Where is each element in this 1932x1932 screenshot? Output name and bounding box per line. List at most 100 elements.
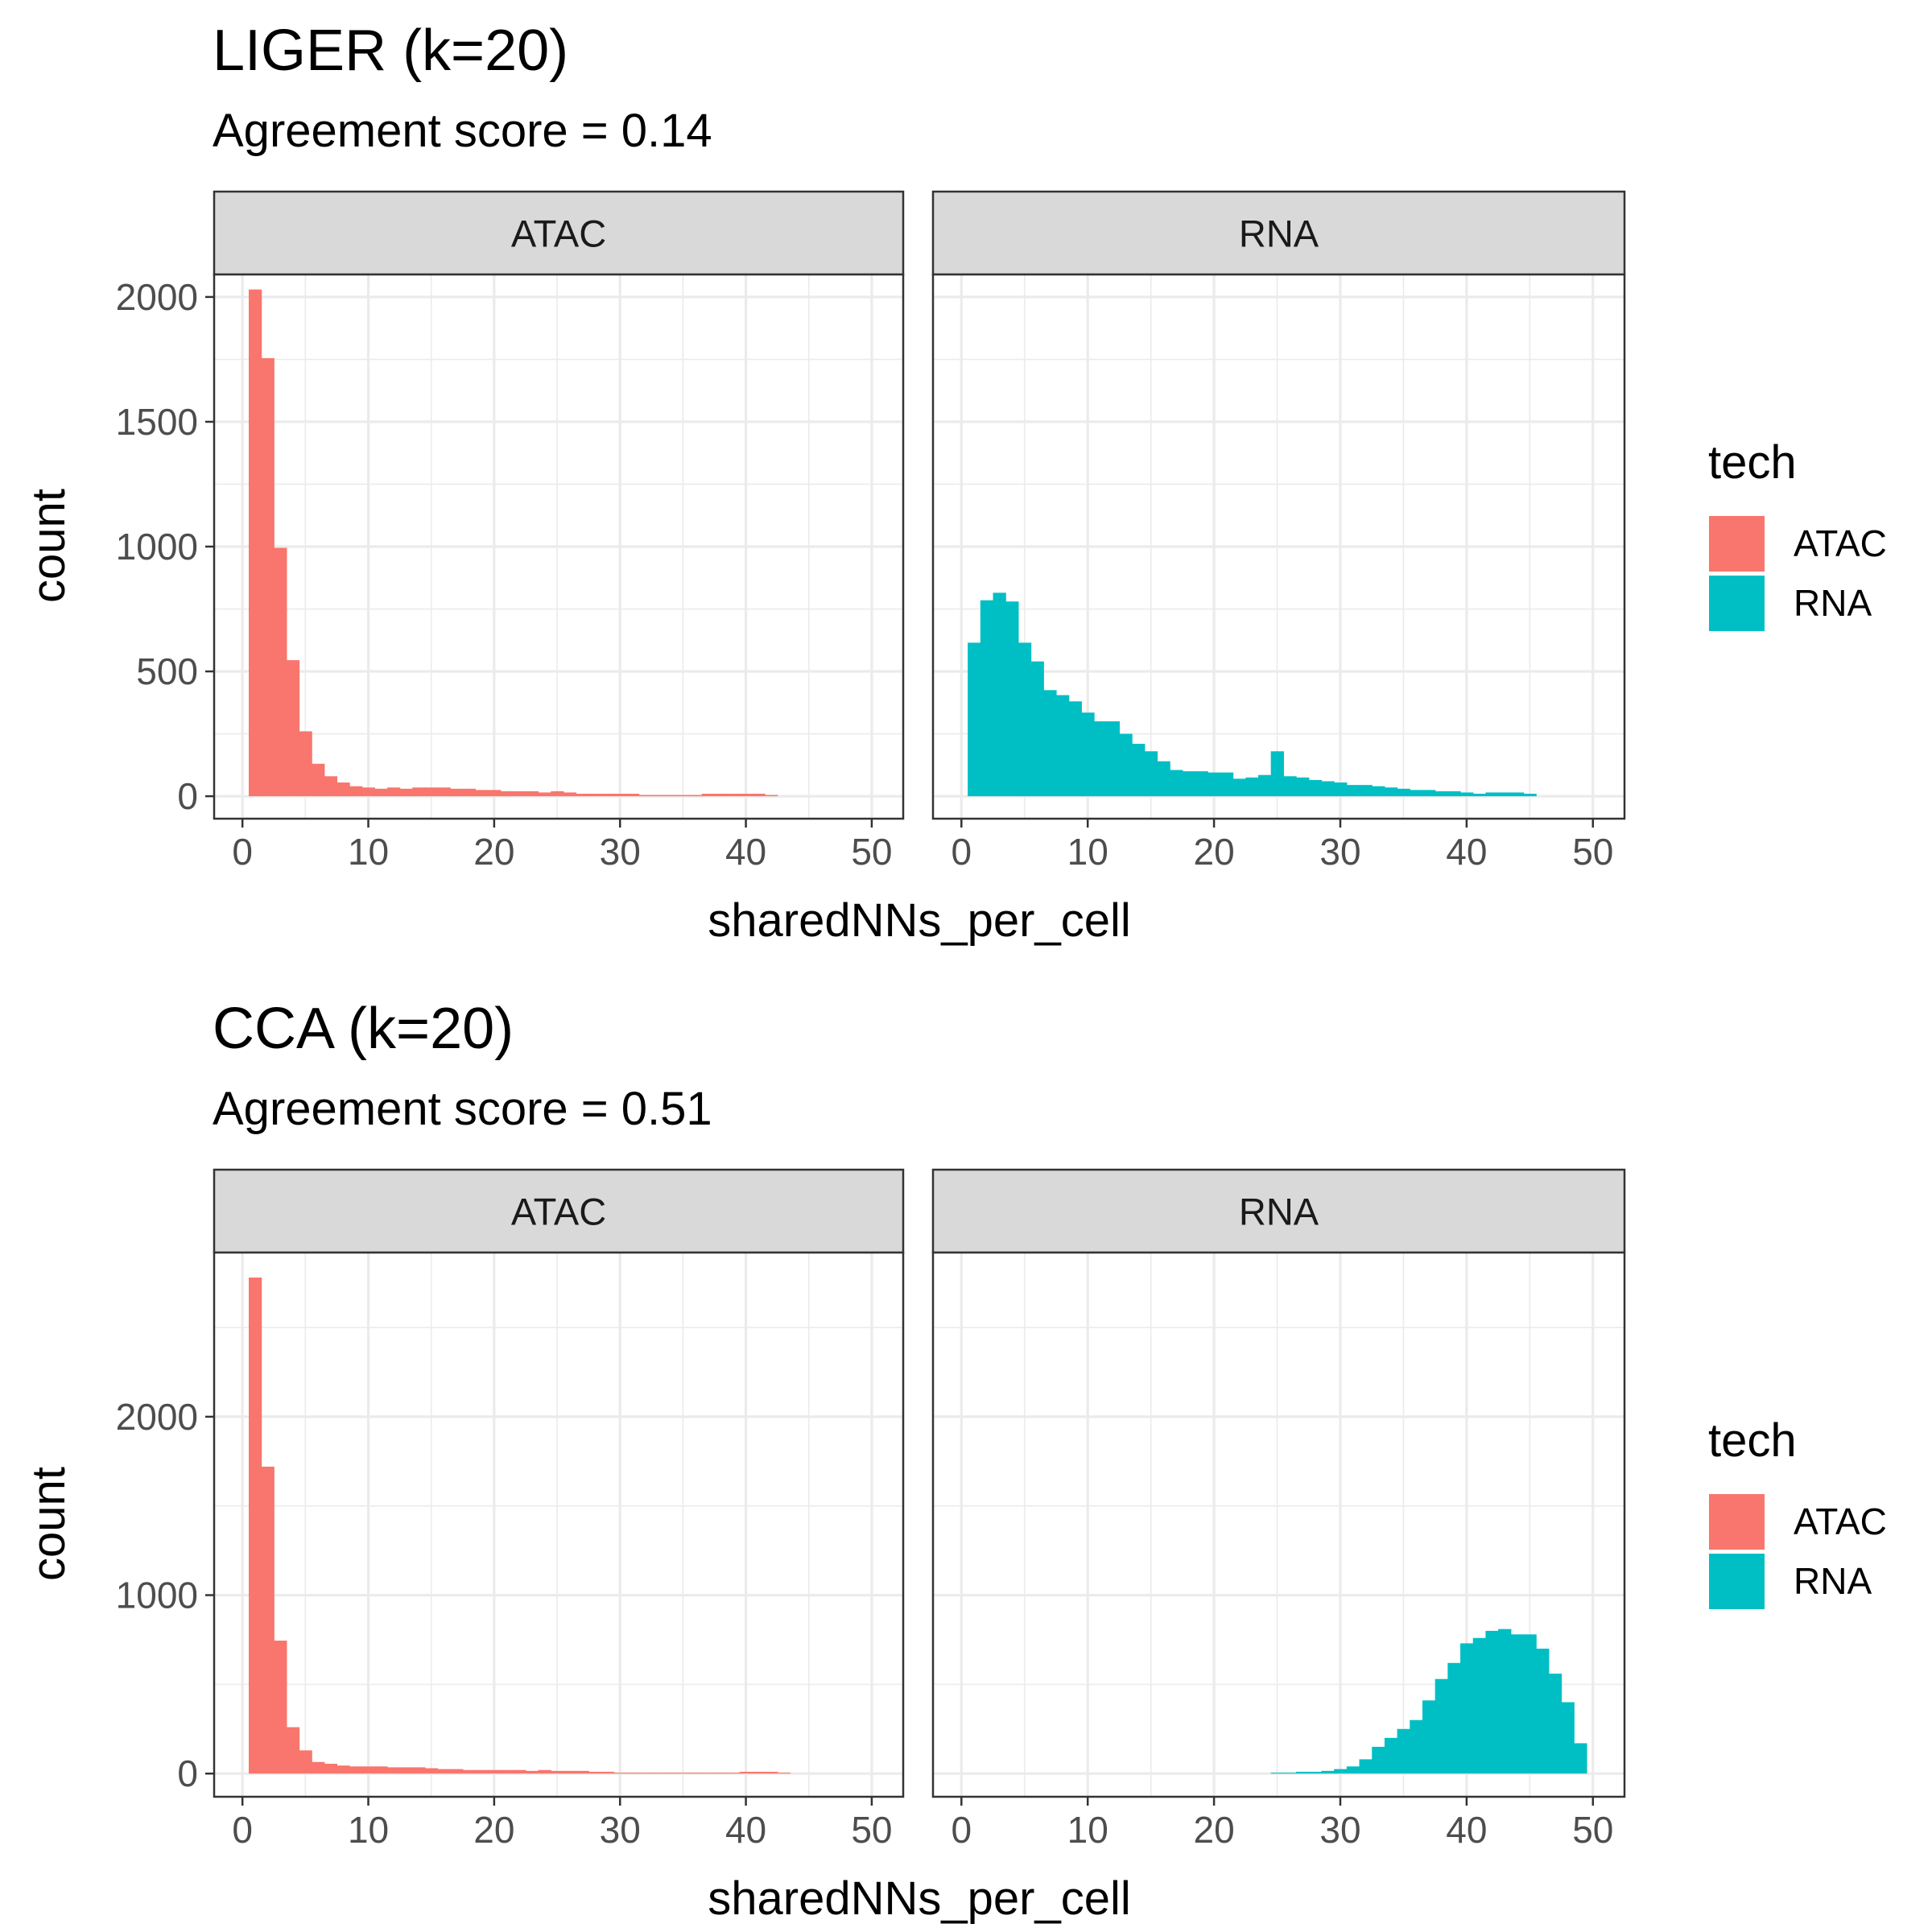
x-tick-label: 20 xyxy=(473,831,514,873)
histogram-bar xyxy=(1195,771,1208,797)
histogram-bar xyxy=(500,1769,514,1774)
histogram-bar xyxy=(299,1750,312,1774)
chart-panel-1: CCA (k=20) Agreement score = 0.51 ATAC 0 10 2… xyxy=(23,997,1887,1925)
histogram-bar xyxy=(576,793,589,797)
histogram-bar xyxy=(274,1641,287,1774)
y-tick-label: 1500 xyxy=(116,401,198,443)
histogram-bar xyxy=(576,1770,589,1774)
histogram-bar xyxy=(374,788,388,797)
panel-border xyxy=(931,1251,1626,1798)
y-tick-label: 1000 xyxy=(116,1575,198,1616)
histogram-bar xyxy=(1460,1643,1474,1774)
histogram-bar xyxy=(1372,786,1385,797)
histogram-bar xyxy=(676,795,690,797)
histogram-bar xyxy=(261,1466,275,1774)
histogram-bar xyxy=(1397,788,1410,797)
histogram-bar xyxy=(1460,792,1474,797)
histogram-bar xyxy=(525,1770,539,1774)
x-tick-label: 40 xyxy=(1446,1809,1487,1851)
histogram-bar xyxy=(1296,777,1310,797)
histogram-bar xyxy=(399,1767,413,1774)
panel-background xyxy=(214,1253,903,1797)
legend: tech ATAC RNA xyxy=(1708,1414,1887,1609)
histogram-bar xyxy=(513,791,526,797)
histogram-bar xyxy=(563,792,577,797)
histogram-bar xyxy=(1055,695,1070,797)
histogram-bar xyxy=(1498,1629,1512,1774)
histogram-bar xyxy=(1270,751,1284,797)
histogram-bar xyxy=(299,731,312,797)
panels: LIGER (k=20) Agreement score = 0.14 ATAC 0 1… xyxy=(23,19,1887,1925)
histogram-bar xyxy=(399,788,413,797)
histogram-bar xyxy=(1397,1728,1410,1774)
histogram-bar xyxy=(349,1766,363,1774)
histogram-bar xyxy=(1485,792,1499,797)
histogram-bar xyxy=(1359,1759,1373,1774)
histogram-bar xyxy=(424,787,439,797)
facet-strip-label: ATAC xyxy=(511,213,606,255)
x-tick-label: 20 xyxy=(473,1809,514,1851)
histogram-bar xyxy=(412,787,426,797)
histogram-bar xyxy=(1410,790,1423,797)
facet-rna: RNA 0 10 20 30 40 50 xyxy=(931,190,1626,873)
histogram-bar xyxy=(513,1769,526,1774)
histogram-bar xyxy=(450,1769,464,1774)
histogram-bar xyxy=(500,791,514,797)
x-tick-label: 50 xyxy=(1572,1809,1613,1851)
y-axis-title: count xyxy=(23,1467,75,1581)
histogram-bar xyxy=(424,1768,439,1774)
y-tick-label: 2000 xyxy=(116,276,198,318)
histogram-bar xyxy=(412,1767,426,1774)
histogram-bar xyxy=(1208,772,1221,797)
histogram-bar xyxy=(1472,793,1487,797)
histogram-bar xyxy=(261,357,275,797)
legend-key-rna xyxy=(1709,576,1765,631)
histogram-bar xyxy=(1308,1771,1323,1774)
histogram-bar xyxy=(1410,1719,1423,1774)
histogram-bar xyxy=(488,790,502,797)
histogram-bar xyxy=(1334,1769,1348,1774)
histogram-bar xyxy=(1005,601,1019,797)
histogram-bar xyxy=(1068,701,1082,797)
histogram-bar xyxy=(613,793,627,797)
histogram-bar xyxy=(349,786,363,797)
chart-title: LIGER (k=20) xyxy=(213,19,568,83)
histogram-bar xyxy=(1510,1634,1525,1774)
facet-strip xyxy=(213,190,905,276)
facet-strip-label: RNA xyxy=(1239,1191,1319,1233)
histogram-bar xyxy=(563,1770,577,1774)
facet-strip xyxy=(213,1168,905,1254)
histogram-bar xyxy=(286,1727,300,1774)
legend: tech ATAC RNA xyxy=(1708,436,1887,631)
histogram-bar xyxy=(601,1771,615,1774)
histogram-bar xyxy=(274,547,287,797)
x-axis-title: sharedNNs_per_cell xyxy=(708,894,1130,947)
histogram-bar xyxy=(1106,721,1121,797)
histogram-bar xyxy=(1296,1771,1310,1774)
chart-subtitle: Agreement score = 0.51 xyxy=(213,1083,712,1135)
facet-atac: ATAC 0 10 20 30 40 50 0 1000 2000 xyxy=(116,1168,905,1851)
histogram-bar xyxy=(626,793,640,797)
histogram-bar xyxy=(312,763,325,797)
histogram-bar xyxy=(765,1771,778,1774)
histogram-bar xyxy=(968,642,981,797)
histogram-bar xyxy=(1018,642,1032,797)
histogram-bar xyxy=(1384,1737,1398,1774)
x-tick-label: 20 xyxy=(1194,1809,1235,1851)
legend-title: tech xyxy=(1708,436,1797,489)
x-tick-label: 40 xyxy=(1446,831,1487,873)
histogram-bar xyxy=(1510,792,1525,797)
histogram-bar xyxy=(1245,777,1259,797)
facet-strip xyxy=(931,190,1626,276)
histogram-bar xyxy=(663,795,678,797)
histogram-bar xyxy=(1043,690,1057,797)
histogram-bar xyxy=(525,791,539,797)
x-tick-label: 30 xyxy=(1319,831,1360,873)
x-tick-label: 0 xyxy=(952,831,972,873)
x-tick-label: 30 xyxy=(600,831,641,873)
histogram-bar xyxy=(1170,770,1183,797)
histogram-bar xyxy=(437,787,451,797)
histogram-bar xyxy=(336,1765,350,1774)
histogram-bar xyxy=(1283,776,1297,797)
